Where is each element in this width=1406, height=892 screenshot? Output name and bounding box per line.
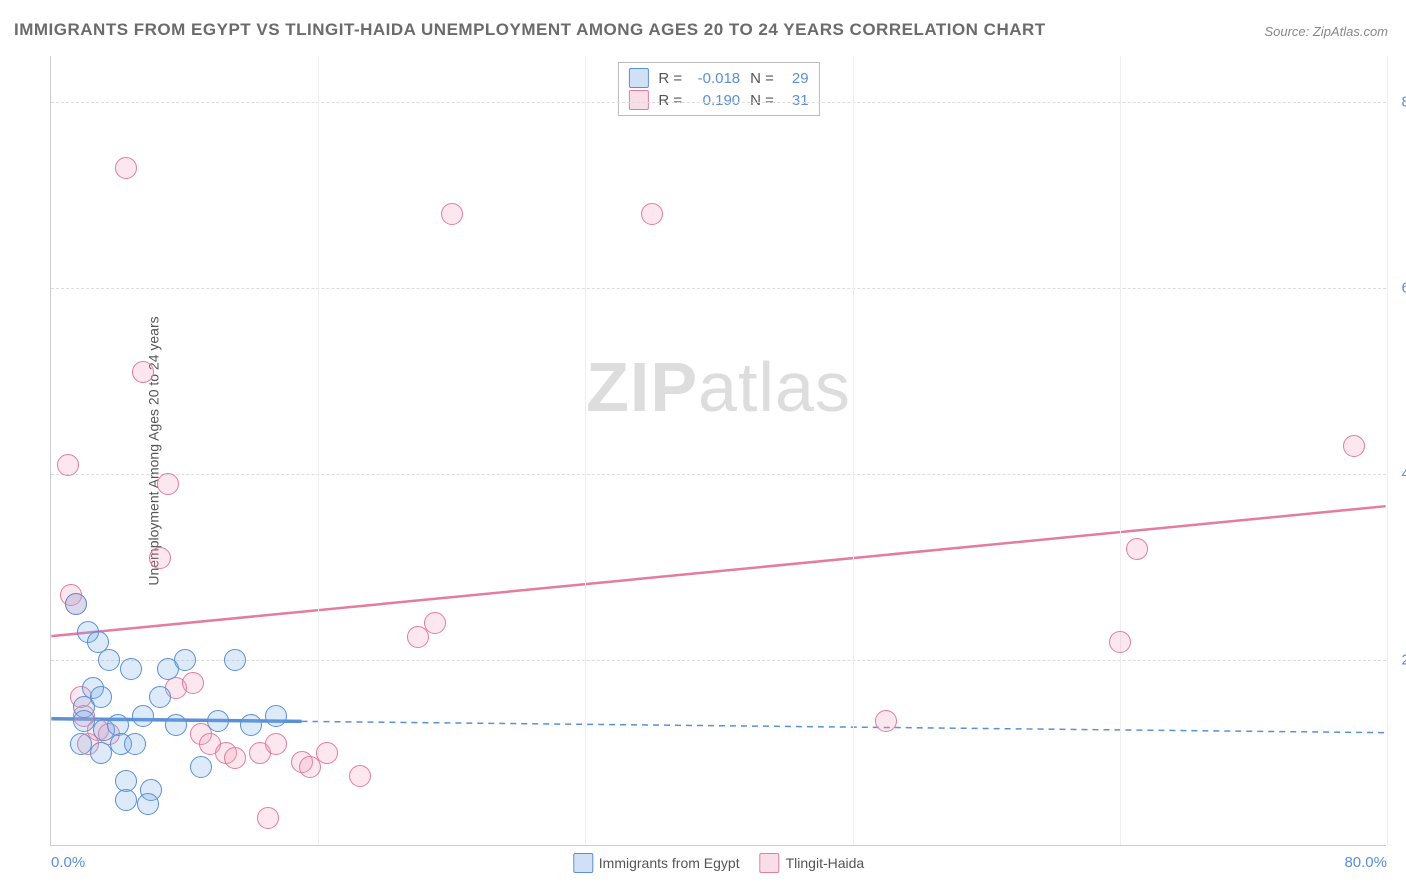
x-tick-label: 80.0%: [1344, 854, 1387, 871]
scatter-point-blue: [70, 733, 92, 755]
scatter-point-pink: [1343, 435, 1365, 457]
stats-r-label: R =: [658, 70, 682, 87]
scatter-point-pink: [441, 203, 463, 225]
gridline-v: [853, 56, 854, 845]
scatter-point-pink: [349, 765, 371, 787]
gridline-v: [585, 56, 586, 845]
scatter-point-pink: [182, 672, 204, 694]
stats-r-value: 0.190: [690, 92, 740, 109]
y-tick-label: 60.0%: [1394, 280, 1406, 297]
scatter-point-blue: [207, 710, 229, 732]
chart-title: IMMIGRANTS FROM EGYPT VS TLINGIT-HAIDA U…: [14, 20, 1046, 40]
scatter-point-pink: [257, 807, 279, 829]
y-tick-label: 40.0%: [1394, 466, 1406, 483]
scatter-point-pink: [424, 612, 446, 634]
scatter-point-pink: [115, 157, 137, 179]
scatter-point-blue: [120, 658, 142, 680]
pink-swatch-icon: [628, 90, 648, 110]
watermark-light: atlas: [698, 348, 851, 426]
scatter-point-pink: [224, 747, 246, 769]
scatter-point-pink: [1109, 631, 1131, 653]
scatter-point-blue: [73, 710, 95, 732]
watermark-bold: ZIP: [586, 348, 698, 426]
y-tick-label: 20.0%: [1394, 652, 1406, 669]
gridline-v: [1387, 56, 1388, 845]
legend-item: Immigrants from Egypt: [573, 853, 740, 873]
scatter-point-pink: [316, 742, 338, 764]
gridline-h: [51, 102, 1386, 103]
legend-label: Tlingit-Haida: [786, 855, 865, 871]
scatter-point-pink: [57, 454, 79, 476]
stats-legend-box: R = -0.018 N = 29 R = 0.190 N = 31: [617, 62, 819, 116]
scatter-point-pink: [641, 203, 663, 225]
blue-swatch-icon: [628, 68, 648, 88]
gridline-h: [51, 288, 1386, 289]
scatter-point-blue: [115, 789, 137, 811]
stats-n-value: 29: [792, 70, 809, 87]
blue-swatch-icon: [573, 853, 593, 873]
scatter-point-blue: [98, 649, 120, 671]
gridline-h: [51, 660, 1386, 661]
watermark: ZIPatlas: [586, 347, 851, 427]
stats-n-label: N =: [750, 70, 774, 87]
stats-row: R = 0.190 N = 31: [628, 89, 808, 111]
scatter-point-pink: [149, 547, 171, 569]
scatter-point-blue: [137, 793, 159, 815]
stats-n-value: 31: [792, 92, 809, 109]
y-tick-label: 80.0%: [1394, 94, 1406, 111]
scatter-point-blue: [132, 705, 154, 727]
scatter-point-blue: [124, 733, 146, 755]
scatter-point-pink: [1126, 538, 1148, 560]
scatter-point-blue: [190, 756, 212, 778]
legend-item: Tlingit-Haida: [760, 853, 865, 873]
stats-r-value: -0.018: [690, 70, 740, 87]
gridline-h: [51, 474, 1386, 475]
scatter-point-blue: [90, 742, 112, 764]
scatter-point-blue: [265, 705, 287, 727]
stats-r-label: R =: [658, 92, 682, 109]
legend-label: Immigrants from Egypt: [599, 855, 740, 871]
scatter-point-blue: [224, 649, 246, 671]
gridline-v: [318, 56, 319, 845]
stats-n-label: N =: [750, 92, 774, 109]
scatter-point-pink: [875, 710, 897, 732]
bottom-legend: Immigrants from Egypt Tlingit-Haida: [573, 853, 864, 873]
x-tick-label: 0.0%: [51, 854, 85, 871]
scatter-point-blue: [149, 686, 171, 708]
scatter-point-pink: [157, 473, 179, 495]
pink-swatch-icon: [760, 853, 780, 873]
chart-container: IMMIGRANTS FROM EGYPT VS TLINGIT-HAIDA U…: [0, 0, 1406, 892]
stats-row: R = -0.018 N = 29: [628, 67, 808, 89]
gridline-v: [1120, 56, 1121, 845]
trendline-pink: [51, 506, 1385, 636]
source-label: Source: ZipAtlas.com: [1264, 24, 1388, 39]
scatter-point-blue: [165, 714, 187, 736]
scatter-point-blue: [240, 714, 262, 736]
scatter-point-blue: [174, 649, 196, 671]
scatter-point-blue: [90, 686, 112, 708]
scatter-point-pink: [132, 361, 154, 383]
y-axis-title: Unemployment Among Ages 20 to 24 years: [146, 316, 162, 585]
scatter-point-blue: [65, 593, 87, 615]
plot-area: Unemployment Among Ages 20 to 24 years Z…: [50, 56, 1386, 846]
trendline-blue-dashed: [302, 721, 1386, 732]
scatter-point-pink: [265, 733, 287, 755]
